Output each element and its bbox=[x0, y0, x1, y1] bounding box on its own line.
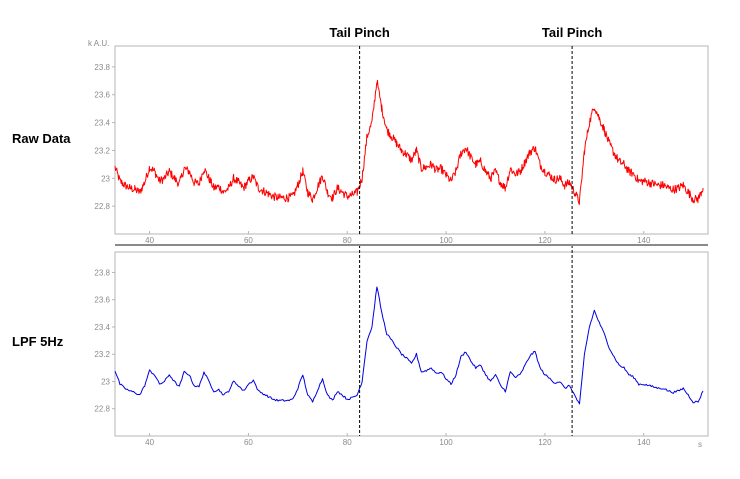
y-tick-label: 23.8 bbox=[94, 63, 110, 72]
x-tick-label: 140 bbox=[637, 236, 651, 245]
y-tick-label: 23.2 bbox=[94, 350, 110, 359]
row-label: LPF 5Hz bbox=[12, 334, 64, 349]
y-tick-label: 22.8 bbox=[94, 405, 110, 414]
plot-frame bbox=[114, 45, 709, 235]
y-tick-label: 23.2 bbox=[94, 146, 110, 155]
x-tick-label: 100 bbox=[439, 438, 453, 447]
x-tick-label: 80 bbox=[343, 438, 352, 447]
lpf-panel: LPF 5Hz 22.8 23 23.2 23.4 23.6 23.8 40 60 80 100 12… bbox=[12, 245, 709, 447]
y-tick-label: 23.6 bbox=[94, 296, 110, 305]
x-tick-label: 60 bbox=[244, 236, 253, 245]
plot-frame bbox=[114, 251, 709, 437]
series-line bbox=[114, 79, 704, 206]
event-marker-label: Tail Pinch bbox=[542, 25, 602, 40]
x-tick-label: 40 bbox=[145, 236, 154, 245]
x-tick-label: 120 bbox=[538, 438, 552, 447]
x-tick-label: 80 bbox=[343, 236, 352, 245]
y-tick-label: 23 bbox=[101, 377, 110, 386]
y-tick-label: 23.6 bbox=[94, 91, 110, 100]
series-line bbox=[114, 286, 704, 405]
raw-data-panel: Raw Data 22.8 23 23.2 23.4 23.6 23.8 40 60 80 100 1… bbox=[12, 25, 709, 245]
x-tick-label: 140 bbox=[637, 438, 651, 447]
event-marker-label: Tail Pinch bbox=[329, 25, 389, 40]
x-tick-label: 120 bbox=[538, 236, 552, 245]
y-tick-label: 22.8 bbox=[94, 202, 110, 211]
y-tick-label: 23.4 bbox=[94, 119, 110, 128]
y-tick-label: 23 bbox=[101, 174, 110, 183]
y-unit-label: k A.U. bbox=[88, 39, 109, 48]
x-tick-label: 40 bbox=[145, 438, 154, 447]
x-tick-label: 100 bbox=[439, 236, 453, 245]
x-tick-label: 60 bbox=[244, 438, 253, 447]
y-tick-label: 23.8 bbox=[94, 268, 110, 277]
row-label: Raw Data bbox=[12, 131, 71, 146]
y-tick-label: 23.4 bbox=[94, 323, 110, 332]
x-unit-label: s bbox=[698, 440, 702, 449]
